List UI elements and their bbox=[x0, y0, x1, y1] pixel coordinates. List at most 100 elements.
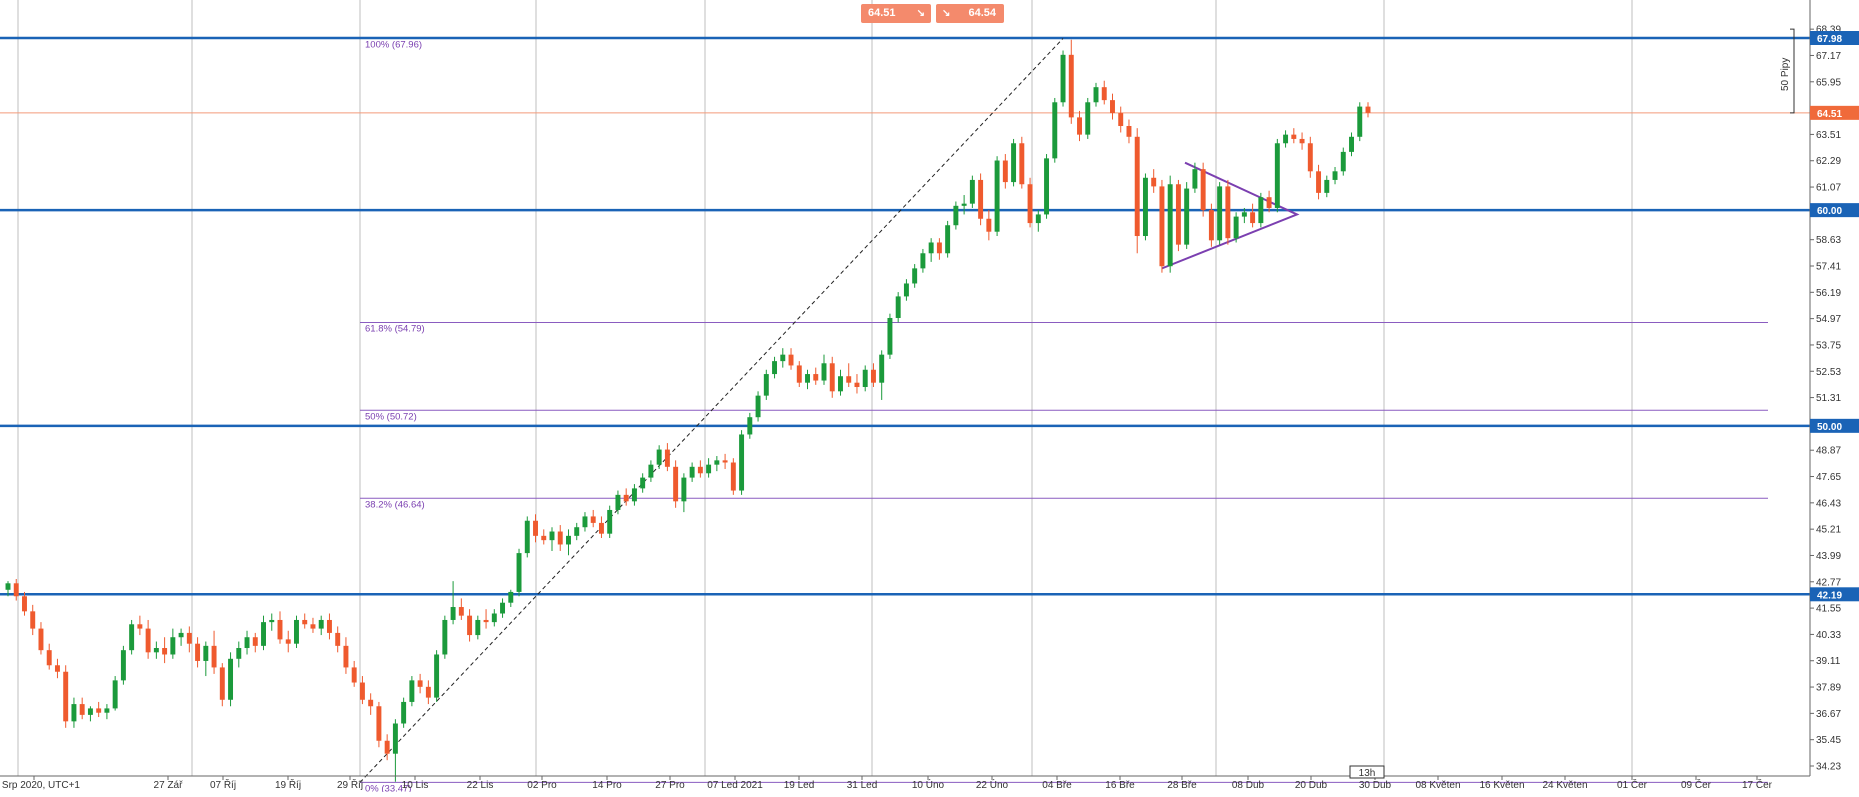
fib-level-label: 0% (33.47) bbox=[365, 783, 411, 792]
candle bbox=[22, 591, 27, 616]
candle-body bbox=[491, 613, 497, 623]
candle bbox=[697, 460, 703, 478]
candle-body bbox=[697, 466, 703, 474]
candle bbox=[96, 701, 102, 718]
candle bbox=[912, 264, 918, 288]
candle bbox=[1118, 106, 1124, 133]
ask-quote-button[interactable]: ↘ 64.54 bbox=[936, 4, 1004, 23]
candle-body bbox=[1167, 184, 1173, 267]
candle bbox=[1019, 136, 1025, 189]
fib-level-label: 38.2% (46.64) bbox=[365, 499, 425, 510]
x-tick-label: 08 Květen bbox=[1415, 780, 1460, 791]
candle-body bbox=[1250, 212, 1256, 224]
candle bbox=[590, 509, 596, 528]
candle-body bbox=[838, 376, 843, 392]
candle bbox=[887, 313, 893, 359]
candle-body bbox=[739, 434, 745, 491]
candle-body bbox=[1225, 186, 1231, 239]
x-tick-label: 31 Led bbox=[847, 780, 878, 791]
candle-body bbox=[1340, 151, 1346, 172]
candle-body bbox=[318, 619, 324, 629]
y-tick-label: 65.95 bbox=[1816, 77, 1841, 88]
candle-body bbox=[475, 619, 481, 636]
bid-quote-button[interactable]: 64.51 ↘ bbox=[861, 4, 931, 23]
candle bbox=[392, 719, 398, 782]
candle bbox=[747, 412, 753, 439]
candle bbox=[401, 697, 407, 728]
candle-body bbox=[1035, 214, 1041, 224]
candle bbox=[368, 693, 374, 715]
candle bbox=[986, 210, 992, 241]
candle-body bbox=[120, 650, 126, 681]
candle-body bbox=[1151, 177, 1157, 187]
candle bbox=[879, 350, 885, 400]
candle bbox=[1060, 50, 1066, 107]
candle bbox=[1044, 154, 1050, 219]
candle-body bbox=[368, 699, 374, 707]
candle bbox=[294, 615, 299, 649]
candle bbox=[228, 652, 234, 707]
candle bbox=[953, 201, 959, 230]
y-tick-label: 67.17 bbox=[1816, 51, 1841, 62]
candle bbox=[46, 643, 52, 670]
candle-body bbox=[1324, 179, 1330, 193]
candle-body bbox=[54, 665, 60, 672]
candle bbox=[903, 279, 909, 301]
candle bbox=[730, 458, 736, 495]
candle-body bbox=[689, 466, 695, 478]
candle-body bbox=[1159, 186, 1165, 267]
candle bbox=[1340, 147, 1346, 176]
candle bbox=[780, 348, 786, 368]
candle-body bbox=[1077, 117, 1082, 135]
candle-body bbox=[1217, 186, 1223, 241]
candle bbox=[1291, 128, 1297, 144]
y-tick-label: 47.65 bbox=[1816, 472, 1841, 483]
y-tick-label: 41.55 bbox=[1816, 604, 1841, 615]
candle bbox=[870, 363, 876, 388]
candle-body bbox=[302, 619, 308, 625]
candle-body bbox=[920, 253, 926, 269]
x-tick-label: 28 Bře bbox=[1167, 780, 1197, 791]
candle-body bbox=[664, 449, 670, 467]
y-tick-label: 45.21 bbox=[1816, 525, 1841, 536]
candle bbox=[162, 637, 168, 664]
candle bbox=[359, 676, 365, 705]
x-tick-label: 16 Bře bbox=[1105, 780, 1135, 791]
candle bbox=[1225, 179, 1231, 245]
price-level-badge-label: 60.00 bbox=[1817, 206, 1842, 217]
candle bbox=[1324, 175, 1330, 198]
candle bbox=[516, 548, 522, 597]
period-box bbox=[1349, 765, 1385, 779]
candle bbox=[376, 701, 382, 748]
candle-body bbox=[1175, 184, 1181, 245]
candle-body bbox=[821, 363, 827, 381]
candle bbox=[838, 369, 843, 396]
candle-body bbox=[805, 374, 810, 383]
x-tick-label: 22 Lis bbox=[467, 780, 494, 791]
x-tick-label: 22 Úno bbox=[976, 778, 1009, 791]
candle-body bbox=[63, 671, 69, 722]
candle bbox=[854, 374, 860, 394]
candle bbox=[500, 598, 506, 618]
candle-body bbox=[1126, 126, 1132, 137]
candle-body bbox=[854, 382, 860, 388]
candle-body bbox=[79, 704, 85, 715]
candle bbox=[1134, 128, 1140, 254]
candle-body bbox=[953, 205, 959, 226]
candle-body bbox=[219, 667, 225, 700]
candle-body bbox=[755, 395, 761, 418]
candle-body bbox=[541, 535, 547, 541]
candle-body bbox=[1208, 210, 1214, 241]
candle-body bbox=[269, 619, 275, 623]
candle-body bbox=[961, 203, 967, 206]
candle bbox=[261, 615, 266, 651]
candle-body bbox=[673, 466, 679, 502]
candle-body bbox=[335, 632, 341, 646]
candle-body bbox=[722, 460, 728, 463]
candle-body bbox=[458, 607, 464, 616]
candle-body bbox=[170, 637, 176, 655]
candle-body bbox=[104, 708, 110, 713]
candle bbox=[1349, 132, 1354, 157]
